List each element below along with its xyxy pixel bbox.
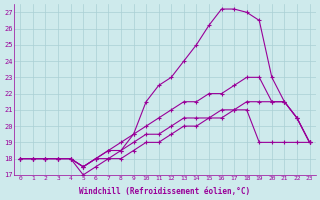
X-axis label: Windchill (Refroidissement éolien,°C): Windchill (Refroidissement éolien,°C) (79, 187, 251, 196)
